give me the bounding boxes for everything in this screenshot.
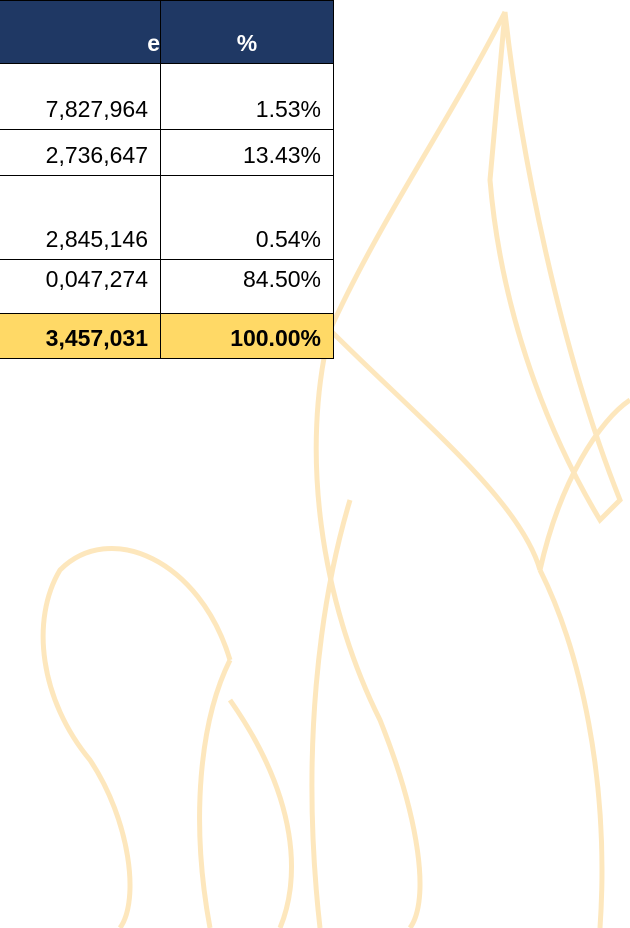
- total-row: 3,457,031 100.00%: [0, 314, 334, 359]
- watermark-shape: [312, 500, 350, 928]
- value-cell: 2,736,647: [0, 130, 161, 176]
- row: 2,845,146 0.54%: [0, 176, 334, 260]
- row: 2,736,647 13.43%: [0, 130, 334, 176]
- total-value-cell: 3,457,031: [0, 314, 161, 359]
- watermark-shape: [540, 570, 602, 928]
- value-cell: 7,827,964: [0, 64, 161, 130]
- watermark-shape: [490, 12, 620, 520]
- page: e % 7,827,964 1.53% 2,736,647 13.43% 2,8…: [0, 0, 630, 928]
- value-cell: 2,845,146: [0, 176, 161, 260]
- percent-cell: 13.43%: [161, 130, 334, 176]
- total-percent-cell: 100.00%: [161, 314, 334, 359]
- watermark-shape: [316, 330, 420, 928]
- row: 7,827,964 1.53%: [0, 64, 334, 130]
- watermark-shape: [230, 700, 292, 928]
- percent-cell: 1.53%: [161, 64, 334, 130]
- value-cell: 0,047,274: [0, 260, 161, 314]
- header-row: e %: [0, 1, 334, 64]
- watermark-shape: [200, 660, 230, 928]
- header-cell: e: [0, 1, 161, 64]
- percent-cell: 84.50%: [161, 260, 334, 314]
- watermark-shape: [330, 12, 630, 570]
- percent-cell: 0.54%: [161, 176, 334, 260]
- header-cell: %: [161, 1, 334, 64]
- data-table: e % 7,827,964 1.53% 2,736,647 13.43% 2,8…: [0, 0, 334, 359]
- row: 0,047,274 84.50%: [0, 260, 334, 314]
